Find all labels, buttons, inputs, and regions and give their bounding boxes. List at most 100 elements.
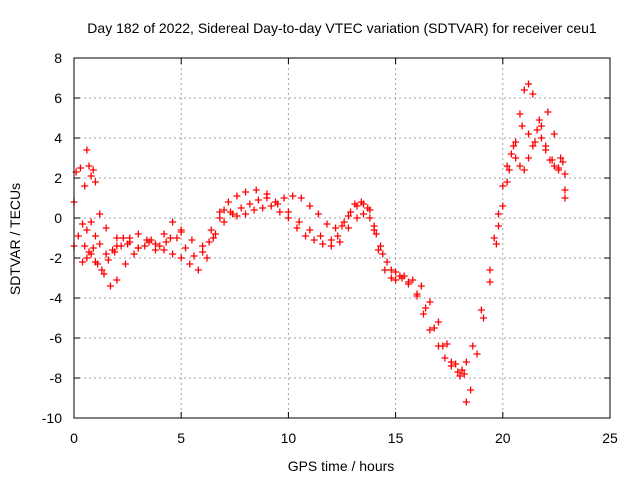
data-point <box>490 234 498 242</box>
data-point <box>156 242 164 250</box>
data-point <box>409 276 417 284</box>
data-point <box>381 266 389 274</box>
data-point <box>293 224 301 232</box>
data-point <box>430 324 438 332</box>
y-tick-label: 8 <box>54 50 62 66</box>
y-tick-label: -8 <box>50 370 63 386</box>
data-point <box>220 206 228 214</box>
tick-labels: 0 5 10 15 20 25 -10 -8 -6 -4 -2 0 2 4 6 8 <box>42 50 618 446</box>
data-point <box>85 248 93 256</box>
data-point <box>379 250 387 258</box>
data-point <box>387 266 395 274</box>
data-point <box>359 210 367 218</box>
data-point <box>344 224 352 232</box>
data-point <box>529 90 537 98</box>
data-point <box>106 282 114 290</box>
data-point <box>555 166 563 174</box>
data-point <box>516 162 524 170</box>
data-point <box>162 238 170 246</box>
data-point <box>460 370 468 378</box>
data-point <box>289 192 297 200</box>
data-point <box>151 246 159 254</box>
data-point <box>233 192 241 200</box>
data-point <box>319 240 327 248</box>
data-point <box>79 220 87 228</box>
data-point <box>323 220 331 228</box>
data-point <box>81 242 89 250</box>
data-point <box>499 202 507 210</box>
data-point <box>89 244 97 252</box>
data-point <box>377 242 385 250</box>
data-point <box>557 154 565 162</box>
y-tick-label: 0 <box>54 210 62 226</box>
data-point <box>134 244 142 252</box>
data-point <box>462 358 470 366</box>
y-tick-label: -2 <box>50 250 63 266</box>
data-point <box>525 80 533 88</box>
data-point <box>284 208 292 216</box>
data-point <box>533 126 541 134</box>
data-point <box>338 222 346 230</box>
data-point <box>83 254 91 262</box>
data-point <box>254 196 262 204</box>
x-tick-label: 25 <box>602 430 618 446</box>
data-point <box>306 202 314 210</box>
data-point <box>518 122 526 130</box>
data-point <box>544 108 552 116</box>
data-point <box>439 342 447 350</box>
data-point <box>199 242 207 250</box>
data-points <box>70 80 569 406</box>
data-point <box>102 250 110 258</box>
data-point <box>220 218 228 226</box>
data-series <box>490 126 569 242</box>
data-point <box>334 232 342 240</box>
data-point <box>89 166 97 174</box>
data-point <box>443 340 451 348</box>
data-point <box>507 150 515 158</box>
data-point <box>173 234 181 242</box>
x-tick-label: 5 <box>177 430 185 446</box>
data-point <box>188 236 196 244</box>
data-point <box>452 360 460 368</box>
data-point <box>280 194 288 202</box>
data-point <box>302 232 310 240</box>
data-point <box>194 266 202 274</box>
data-point <box>561 186 569 194</box>
x-tick-label: 0 <box>70 430 78 446</box>
data-point <box>100 270 108 278</box>
data-point <box>419 310 427 318</box>
data-point <box>467 386 475 394</box>
data-point <box>151 240 159 248</box>
data-point <box>237 204 245 212</box>
data-point <box>177 226 185 234</box>
data-point <box>516 110 524 118</box>
data-point <box>81 182 89 190</box>
data-point <box>98 266 106 274</box>
data-point <box>96 210 104 218</box>
data-point <box>169 218 177 226</box>
data-point <box>426 298 434 306</box>
data-point <box>503 178 511 186</box>
data-point <box>212 230 220 238</box>
data-point <box>531 138 539 146</box>
data-point <box>347 208 355 216</box>
y-tick-label: -10 <box>42 410 62 426</box>
data-point <box>458 366 466 374</box>
data-point <box>181 244 189 252</box>
data-point <box>250 206 258 214</box>
data-point <box>207 226 215 234</box>
data-point <box>441 354 449 362</box>
data-point <box>203 254 211 262</box>
data-point <box>477 306 485 314</box>
data-series <box>79 80 569 378</box>
data-point <box>447 358 455 366</box>
data-point <box>372 230 380 238</box>
data-point <box>357 198 365 206</box>
data-point <box>383 258 391 266</box>
data-point <box>374 246 382 254</box>
data-point <box>317 232 325 240</box>
data-point <box>79 258 87 266</box>
data-point <box>529 142 537 150</box>
data-point <box>392 276 400 284</box>
data-point <box>166 234 174 242</box>
